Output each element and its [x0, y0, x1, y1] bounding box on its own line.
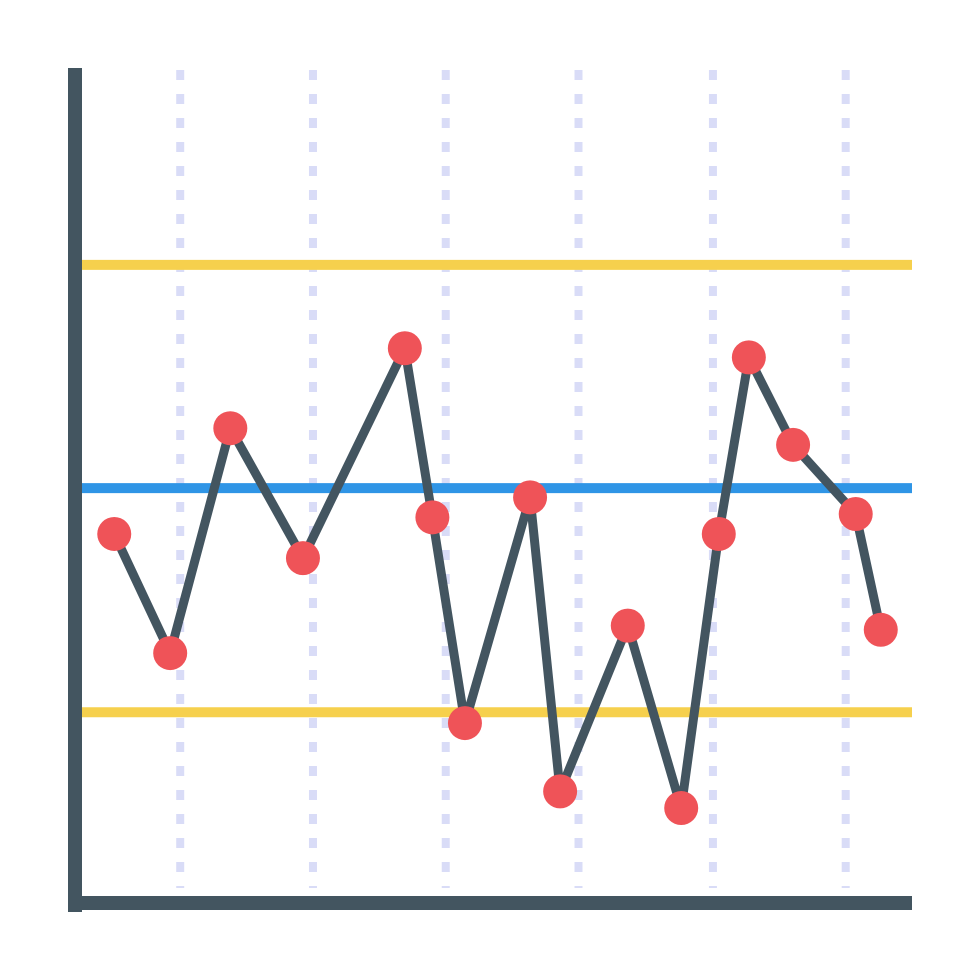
data-line: [110, 343, 886, 813]
data-point: [415, 500, 450, 535]
data-point: [731, 340, 766, 375]
data-point: [387, 331, 422, 366]
data-point: [513, 480, 548, 515]
data-point: [610, 608, 645, 643]
data-point: [213, 411, 248, 446]
data-point: [285, 541, 320, 576]
data-point: [97, 516, 132, 551]
x-axis: [68, 896, 912, 910]
data-point: [863, 612, 898, 647]
y-axis: [68, 68, 82, 912]
data-point: [153, 636, 188, 671]
data-point: [543, 774, 578, 809]
data-point: [776, 427, 811, 462]
data-point: [701, 516, 736, 551]
data-point: [664, 791, 699, 826]
data-point: [447, 706, 482, 741]
data-point: [838, 496, 873, 531]
